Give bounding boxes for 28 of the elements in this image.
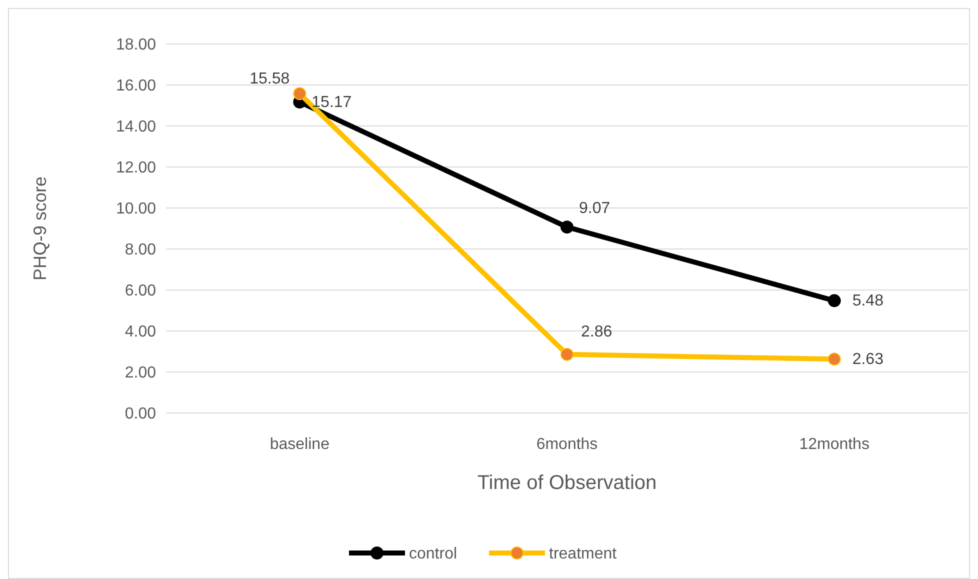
- y-tick-label: 0.00: [124, 406, 156, 423]
- x-tick-label: 6months: [536, 436, 598, 453]
- legend-label: treatment: [549, 546, 618, 563]
- x-axis-title: Time of Observation: [477, 472, 657, 494]
- point: [293, 87, 306, 100]
- y-tick-label: 14.00: [116, 118, 156, 136]
- x-tick-label: baseline: [270, 436, 330, 453]
- y-axis-title: PHQ-9 score: [30, 176, 50, 281]
- point: [828, 294, 841, 308]
- point: [560, 220, 574, 234]
- point: [560, 348, 574, 361]
- y-tick-label: 10.00: [116, 200, 156, 218]
- data-label: 5.48: [852, 292, 884, 310]
- y-tick-label: 2.00: [124, 364, 156, 382]
- data-label: 2.86: [581, 323, 612, 340]
- y-tick-label: 12.00: [116, 160, 156, 177]
- point: [828, 352, 841, 366]
- data-label: 2.63: [852, 351, 884, 368]
- data-label: 15.58: [250, 70, 290, 88]
- y-tick-label: 16.00: [116, 78, 156, 95]
- data-label: 9.07: [579, 200, 610, 218]
- legend-label: control: [409, 546, 458, 563]
- y-tick-label: 6.00: [124, 282, 156, 300]
- x-tick-label: 12months: [799, 436, 870, 453]
- data-label: 15.17: [312, 94, 352, 112]
- y-tick-label: 4.00: [124, 324, 156, 341]
- y-tick-label: 18.00: [116, 36, 156, 54]
- y-tick-label: 8.00: [124, 242, 156, 259]
